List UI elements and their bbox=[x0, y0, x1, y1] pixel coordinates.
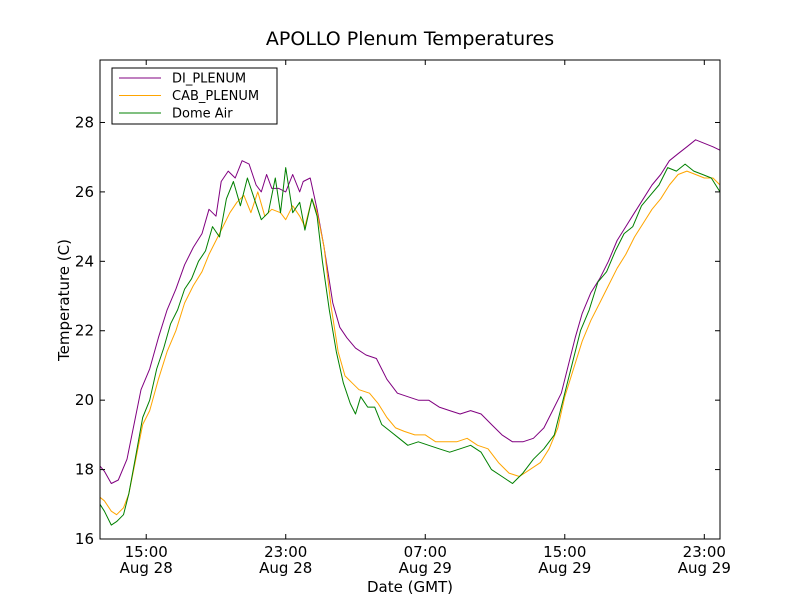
y-tick-label: 26 bbox=[75, 183, 94, 201]
x-tick-label-time: 07:00 bbox=[404, 543, 447, 561]
x-tick-label-time: 23:00 bbox=[683, 543, 726, 561]
series-line-cab-plenum bbox=[99, 170, 721, 516]
chart-title: APOLLO Plenum Temperatures bbox=[266, 28, 554, 50]
x-axis-label: Date (GMT) bbox=[367, 578, 453, 596]
series-layer bbox=[99, 139, 721, 526]
y-tick-label: 20 bbox=[75, 391, 94, 409]
x-tick-label-date: Aug 29 bbox=[678, 559, 731, 577]
legend-label: CAB_PLENUM bbox=[172, 89, 259, 104]
x-tick-label-date: Aug 29 bbox=[538, 559, 591, 577]
legend-label: Dome Air bbox=[172, 107, 233, 122]
series-line-di-plenum bbox=[99, 139, 721, 484]
legend: DI_PLENUM CAB_PLENUM Dome Air bbox=[111, 67, 278, 125]
series-line-dome-air bbox=[99, 163, 721, 526]
x-tick-label-date: Aug 28 bbox=[120, 559, 173, 577]
y-axis-label: Temperature (C) bbox=[55, 239, 73, 362]
legend-label: DI_PLENUM bbox=[172, 72, 246, 87]
x-tick-label-date: Aug 29 bbox=[399, 559, 452, 577]
x-tick-label-time: 23:00 bbox=[264, 543, 307, 561]
y-axis: 16 18 20 22 24 26 28 bbox=[75, 113, 720, 548]
x-tick-label-date: Aug 28 bbox=[259, 559, 312, 577]
x-tick-label-time: 15:00 bbox=[125, 543, 168, 561]
y-tick-label: 28 bbox=[75, 113, 94, 131]
y-tick-label: 18 bbox=[75, 461, 94, 479]
y-tick-label: 22 bbox=[75, 322, 94, 340]
plot-frame bbox=[99, 59, 721, 540]
y-tick-label: 16 bbox=[75, 530, 94, 548]
y-tick-label: 24 bbox=[75, 252, 94, 270]
x-tick-label-time: 15:00 bbox=[543, 543, 586, 561]
